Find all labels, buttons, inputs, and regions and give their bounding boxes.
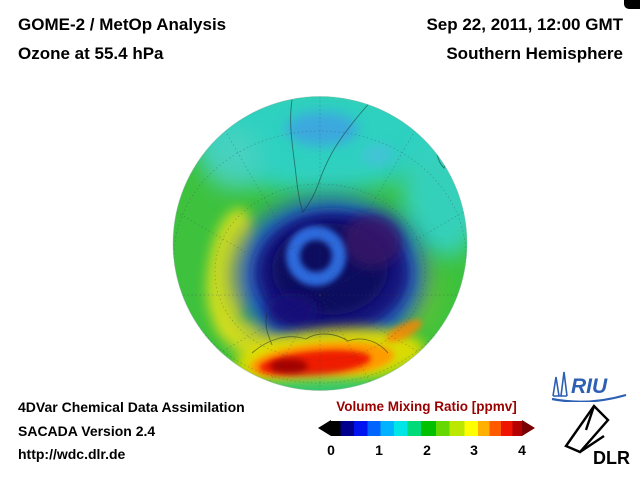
- colorbar-right-arrow: [522, 420, 535, 436]
- graticule: [173, 96, 467, 391]
- globe-container: [172, 95, 468, 392]
- figure-title: GOME-2 / MetOp Analysis: [18, 15, 227, 34]
- colorbar-left-arrow: [318, 420, 331, 436]
- dlr-logo: DLR: [558, 400, 632, 473]
- colorbar: [318, 420, 535, 436]
- version-label: SACADA Version 2.4: [18, 422, 156, 439]
- tick-label: 2: [423, 442, 431, 458]
- hole-inner-loop: [286, 226, 346, 286]
- header-left: GOME-2 / MetOp Analysis Ozone at 55.4 hP…: [18, 10, 226, 68]
- tick-label: 3: [470, 442, 478, 458]
- dlr-emblem: [564, 404, 610, 454]
- url-label: http://wdc.dlr.de: [18, 446, 126, 462]
- header-right: Sep 22, 2011, 12:00 GMT Southern Hemisph…: [426, 10, 623, 68]
- figure-subtitle: Ozone at 55.4 hPa: [18, 44, 164, 63]
- date-label: Sep 22, 2011, 12:00 GMT: [426, 15, 623, 34]
- colorbar-gradient: [331, 420, 522, 436]
- riu-swoosh: [551, 393, 627, 403]
- tick-label: 4: [518, 442, 526, 458]
- region-label: Southern Hemisphere: [446, 44, 623, 63]
- globe-map: [172, 96, 468, 391]
- footer-left: 4DVar Chemical Data Assimilation SACADA …: [18, 396, 245, 467]
- assimilation-label: 4DVar Chemical Data Assimilation: [18, 399, 245, 415]
- riu-text: RIU: [571, 375, 608, 398]
- corner-mark: [624, 0, 640, 9]
- colorbar-ticks: 0 1 2 3 4: [318, 442, 535, 460]
- dlr-text: DLR: [593, 448, 630, 468]
- riu-logo: RIU: [550, 370, 628, 407]
- tick-label: 1: [375, 442, 383, 458]
- tick-label: 0: [327, 442, 335, 458]
- colorbar-title: Volume Mixing Ratio [ppmv]: [336, 399, 517, 414]
- riu-cathedral-icon: [552, 371, 568, 397]
